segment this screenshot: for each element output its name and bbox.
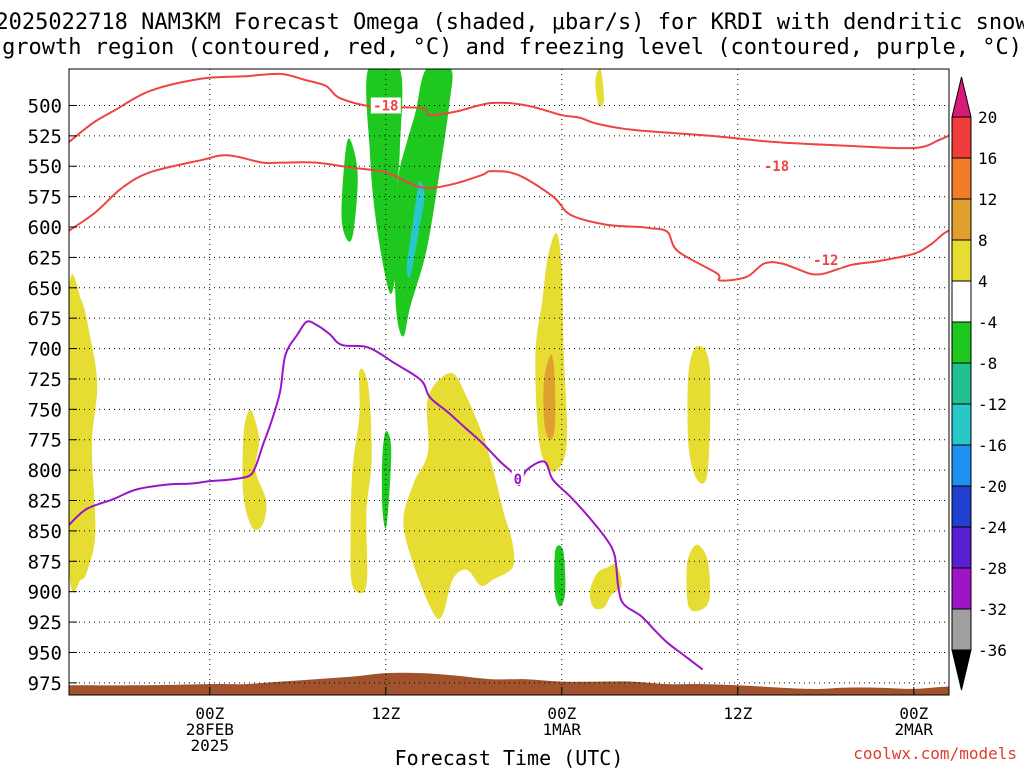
credit-text: coolwx.com/models (853, 744, 1017, 763)
colorbar-bin (951, 403, 972, 446)
y-tick-label: 825 (28, 491, 62, 513)
freezing-level-layer: 0 (69, 320, 704, 671)
x-tick-label: 00Z (899, 704, 928, 723)
x-tick-label: 00Z (195, 704, 224, 723)
colorbar-label: -28 (978, 559, 1007, 578)
omega-region (350, 368, 372, 594)
chart-title-line1: 2025022718 NAM3KM Forecast Omega (shaded… (0, 10, 1024, 35)
omega-region (589, 563, 622, 610)
y-axis: 500 525 550 575 600 625 650 675 700 725 750 775 800 8… (28, 95, 77, 695)
contour-label-bg (370, 97, 401, 114)
omega-region (69, 274, 98, 593)
omega-region (595, 69, 605, 107)
contour-label-bg (761, 158, 792, 175)
x-axis-label: Forecast Time (UTC) (395, 746, 624, 768)
chart-title-line2: growth region (contoured, red, °C) and f… (2, 35, 1022, 60)
omega-shading-layer (69, 69, 711, 619)
y-tick-label: 950 (28, 642, 62, 664)
colorbar-bin (951, 321, 972, 364)
freezing-level-line (69, 320, 704, 671)
y-tick-label: 875 (28, 551, 62, 573)
y-tick-label: 700 (28, 339, 62, 361)
y-tick-label: 650 (28, 278, 62, 300)
y-tick-label: 575 (28, 187, 62, 209)
x-tick-label: 28FEB (186, 720, 234, 739)
colorbar-label: 20 (978, 108, 997, 127)
terrain-layer (69, 672, 949, 695)
colorbar-label: -24 (978, 518, 1007, 537)
colorbar-label: -8 (978, 354, 997, 373)
freezing-label-bg (511, 470, 524, 485)
grid-layer (69, 69, 949, 695)
colorbar-label: -36 (978, 641, 1007, 660)
x-tick-label: 00Z (547, 704, 576, 723)
dgz-contour-layer (69, 72, 949, 282)
y-tick-label: 750 (28, 399, 62, 421)
y-tick-label: 725 (28, 369, 62, 391)
x-tick-label: 2MAR (895, 720, 934, 739)
y-tick-label: 500 (28, 95, 62, 117)
omega-region (366, 69, 403, 294)
omega-region (403, 372, 515, 619)
omega-region (687, 345, 711, 484)
colorbar-bin (951, 362, 972, 405)
colorbar-bin (951, 608, 972, 651)
colorbar-bin (951, 567, 972, 610)
colorbar-bin (951, 444, 972, 487)
omega-region (406, 181, 425, 278)
contour-label-bg (810, 251, 841, 268)
colorbar-under-triangle (951, 649, 972, 691)
plot-frame (68, 68, 950, 696)
y-tick-label: 550 (28, 156, 62, 178)
y-tick-label: 525 (28, 126, 62, 148)
y-tick-label: 900 (28, 582, 62, 604)
colorbar-label: 4 (978, 272, 988, 291)
dgz-contour (69, 154, 949, 282)
omega-region (535, 232, 568, 472)
colorbar-label: -20 (978, 477, 1007, 496)
colorbar-label: -16 (978, 436, 1007, 455)
terrain-fill (69, 672, 949, 695)
x-tick-label: 12Z (723, 704, 752, 723)
colorbar-bin (951, 239, 972, 282)
x-tick-label: 12Z (371, 704, 400, 723)
omega-region (341, 138, 358, 242)
dgz-contour-label: -18 (764, 159, 789, 175)
y-tick-label: 675 (28, 308, 62, 330)
y-tick-label: 625 (28, 247, 62, 269)
dgz-contour-label: -12 (813, 253, 838, 269)
colorbar-over-triangle (951, 76, 972, 118)
omega-region (554, 545, 566, 607)
colorbar-bin (951, 485, 972, 528)
colorbar: 20 16 12 8 4 -4 -8 -12 -16 -20 -24 -28 -32 -36 (951, 76, 1007, 691)
y-tick-label: 775 (28, 430, 62, 452)
colorbar-label: 12 (978, 190, 997, 209)
omega-region (686, 544, 711, 612)
colorbar-bin (951, 116, 972, 159)
omega-region (381, 430, 392, 529)
x-tick-label: 1MAR (543, 720, 582, 739)
dgz-contour-label: -18 (373, 98, 398, 114)
colorbar-label: -12 (978, 395, 1007, 414)
y-tick-label: 850 (28, 521, 62, 543)
colorbar-bin (951, 198, 972, 241)
x-tick-label: 2025 (191, 736, 230, 755)
colorbar-label: -32 (978, 600, 1007, 619)
y-tick-label: 800 (28, 460, 62, 482)
y-tick-label: 975 (28, 673, 62, 695)
colorbar-bin (951, 280, 972, 323)
colorbar-label: 16 (978, 149, 997, 168)
omega-region (543, 354, 556, 440)
colorbar-label: 8 (978, 231, 988, 250)
colorbar-bin (951, 526, 972, 569)
y-tick-label: 600 (28, 217, 62, 239)
freezing-level-label: 0 (514, 472, 522, 488)
y-tick-label: 925 (28, 612, 62, 634)
colorbar-label: -4 (978, 313, 997, 332)
dgz-contour (69, 72, 949, 150)
colorbar-bin (951, 157, 972, 200)
